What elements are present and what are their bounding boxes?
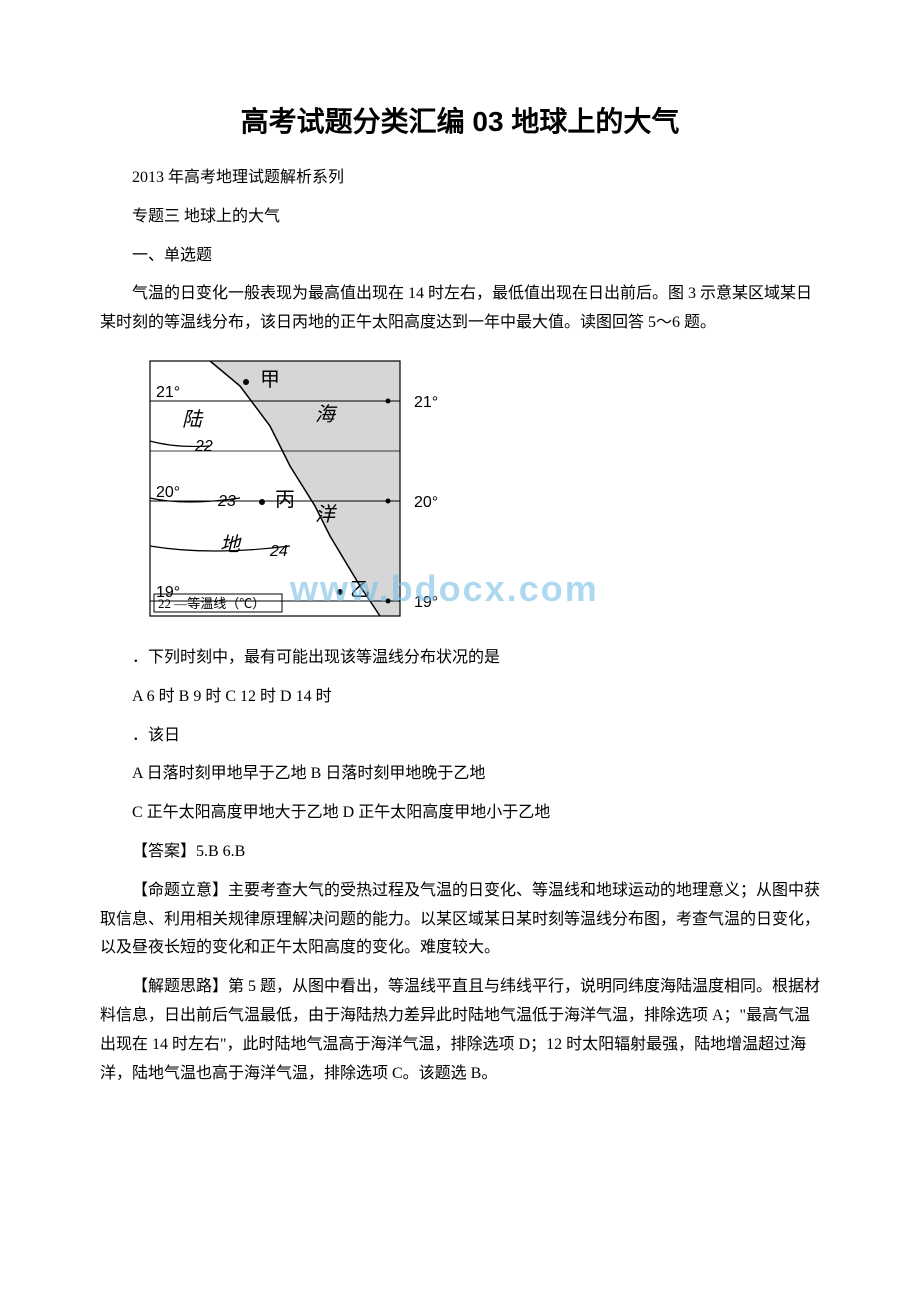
document-page: 高考试题分类汇编 03 地球上的大气 2013 年高考地理试题解析系列 专题三 … xyxy=(0,0,920,1158)
answer-line: 【答案】5.B 6.B xyxy=(100,838,820,867)
q5-stem: ．下列时刻中，最有可能出现该等温线分布状况的是 xyxy=(100,644,820,673)
series-line: 2013 年高考地理试题解析系列 xyxy=(100,164,820,193)
svg-text:甲: 甲 xyxy=(260,369,280,391)
isotherm-map-figure: 21°21°20°20°19°19°222324甲陆海丙地洋乙22 —等温线（℃… xyxy=(130,356,530,626)
svg-text:20°: 20° xyxy=(156,484,180,501)
svg-text:24: 24 xyxy=(269,543,288,560)
svg-text:21°: 21° xyxy=(414,394,438,411)
topic-line: 专题三 地球上的大气 xyxy=(100,203,820,232)
q5-options: A 6 时 B 9 时 C 12 时 D 14 时 xyxy=(100,683,820,712)
svg-text:陆: 陆 xyxy=(182,409,204,431)
svg-text:23: 23 xyxy=(217,493,236,510)
svg-text:22: 22 xyxy=(194,438,213,455)
svg-text:22 —等温线（℃）: 22 —等温线（℃） xyxy=(158,596,265,611)
svg-text:地: 地 xyxy=(220,534,242,556)
svg-text:海: 海 xyxy=(315,404,338,426)
intent-paragraph: 【命题立意】主要考查大气的受热过程及气温的日变化、等温线和地球运动的地理意义；从… xyxy=(100,877,820,963)
svg-text:丙: 丙 xyxy=(275,489,295,511)
svg-text:19°: 19° xyxy=(414,594,438,611)
q6-stem: ．该日 xyxy=(100,722,820,751)
section-heading: 一、单选题 xyxy=(100,242,820,271)
svg-text:21°: 21° xyxy=(156,384,180,401)
svg-text:乙: 乙 xyxy=(350,579,370,601)
document-title: 高考试题分类汇编 03 地球上的大气 xyxy=(100,100,820,140)
svg-text:20°: 20° xyxy=(414,494,438,511)
intro-paragraph: 气温的日变化一般表现为最高值出现在 14 时左右，最低值出现在日出前后。图 3 … xyxy=(100,280,820,338)
q6-options-line1: A 日落时刻甲地早于乙地 B 日落时刻甲地晚于乙地 xyxy=(100,760,820,789)
solution-paragraph: 【解题思路】第 5 题，从图中看出，等温线平直且与纬线平行，说明同纬度海陆温度相… xyxy=(100,973,820,1088)
q6-options-line2: C 正午太阳高度甲地大于乙地 D 正午太阳高度甲地小于乙地 xyxy=(100,799,820,828)
map-svg: 21°21°20°20°19°19°222324甲陆海丙地洋乙22 —等温线（℃… xyxy=(130,356,530,626)
svg-text:洋: 洋 xyxy=(315,504,337,526)
